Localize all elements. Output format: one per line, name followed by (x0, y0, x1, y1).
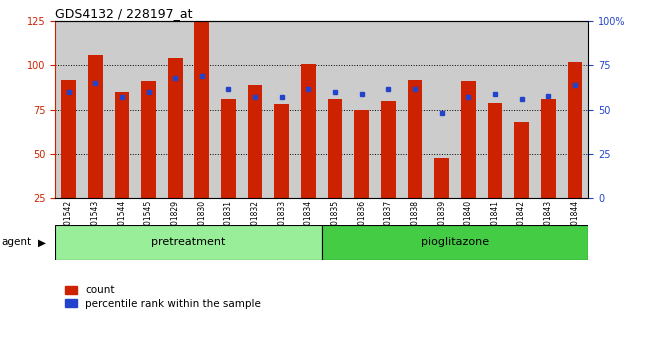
Bar (514, 122, 529, 198)
Bar (194, 21, 209, 198)
Bar (354, 110, 369, 198)
Bar (215, 21, 242, 198)
Bar (109, 21, 135, 198)
Bar (61, 80, 76, 198)
Bar (428, 21, 455, 198)
Bar (268, 21, 295, 198)
Bar (274, 104, 289, 198)
Bar (55, 225, 322, 260)
Bar (535, 21, 562, 198)
Bar (375, 21, 402, 198)
Bar (322, 225, 588, 260)
Bar (162, 21, 188, 198)
Bar (141, 81, 156, 198)
Bar (55, 21, 82, 198)
Bar (168, 58, 183, 198)
Bar (434, 158, 449, 198)
Bar (248, 85, 263, 198)
Bar (135, 21, 162, 198)
Bar (455, 21, 482, 198)
Bar (322, 21, 348, 198)
Bar (301, 64, 316, 198)
Bar (242, 21, 268, 198)
Bar (221, 99, 236, 198)
Text: GDS4132 / 228197_at: GDS4132 / 228197_at (55, 7, 193, 20)
Bar (461, 81, 476, 198)
Bar (82, 21, 109, 198)
Bar (488, 103, 502, 198)
Bar (348, 21, 375, 198)
Bar (402, 21, 428, 198)
Bar (508, 21, 535, 198)
Bar (562, 21, 588, 198)
Text: ▶: ▶ (38, 238, 46, 247)
Bar (295, 21, 322, 198)
Bar (328, 99, 343, 198)
Bar (381, 101, 396, 198)
Bar (114, 92, 129, 198)
Text: agent: agent (1, 238, 31, 247)
Bar (541, 99, 556, 198)
Bar (482, 21, 508, 198)
Bar (188, 21, 215, 198)
Text: pioglitazone: pioglitazone (421, 238, 489, 247)
Text: pretreatment: pretreatment (151, 238, 226, 247)
Legend: count, percentile rank within the sample: count, percentile rank within the sample (60, 281, 265, 313)
Bar (88, 55, 103, 198)
Bar (567, 62, 582, 198)
Bar (408, 80, 422, 198)
